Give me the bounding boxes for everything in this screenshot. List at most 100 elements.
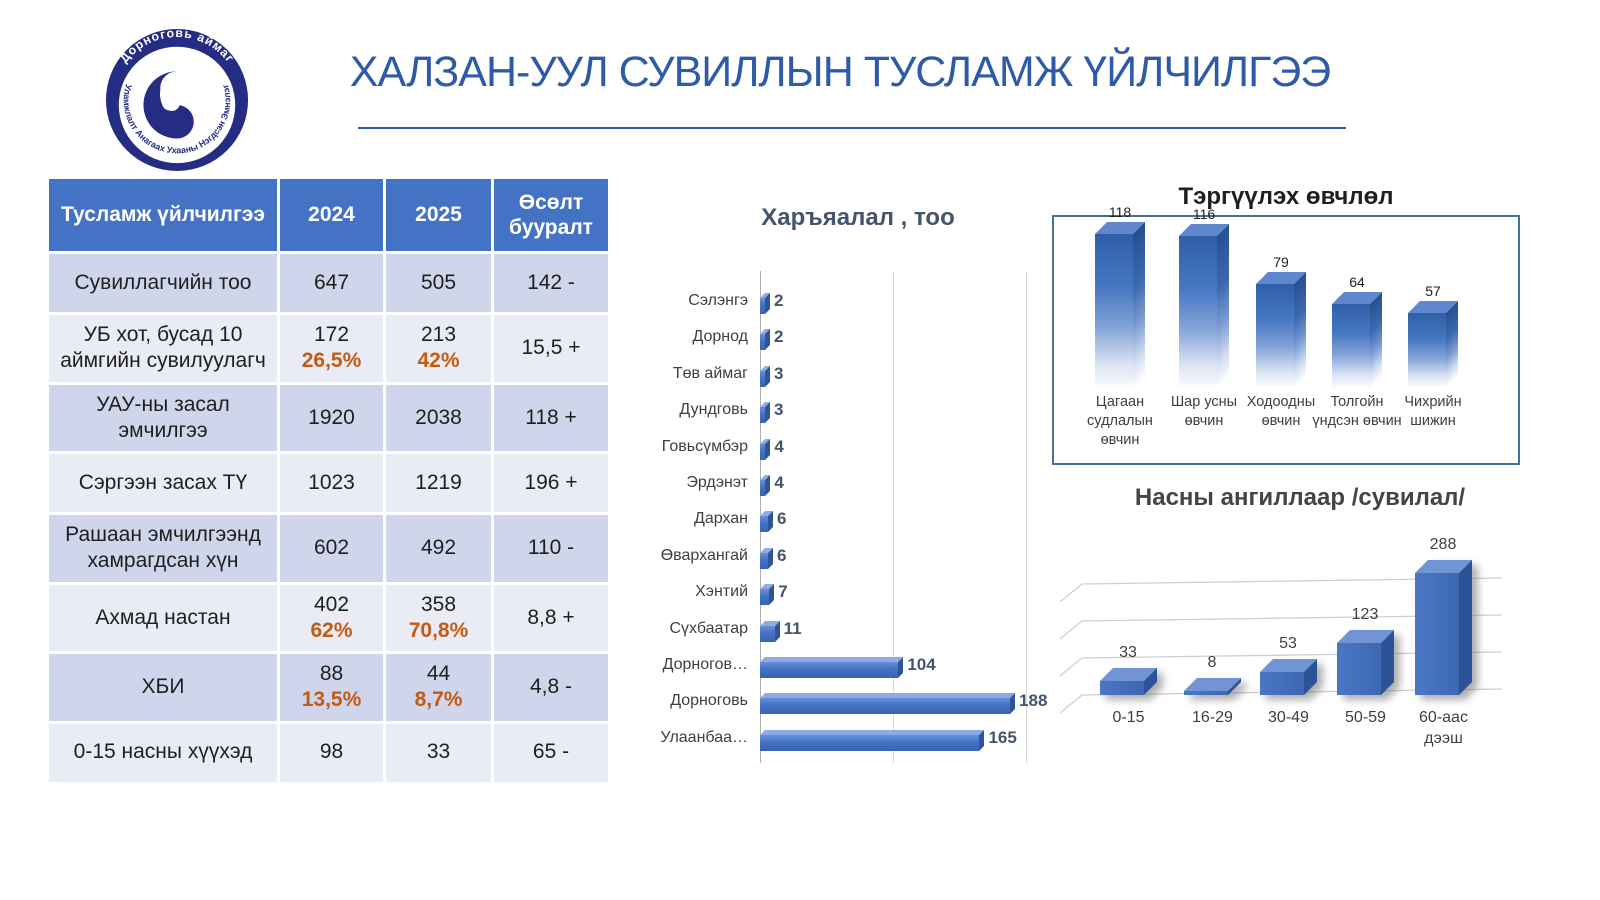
table-header-row: Тусламж үйлчилгээ 2024 2025 Өсөлт бууралт [49,179,608,251]
value-2025: 1219 [415,470,462,494]
value-2025-cell: 2038 [386,384,491,451]
logo-dot [179,117,193,131]
delta-value: 4,8 - [529,675,573,699]
bar [760,438,771,460]
category-label: Цагаан судлалын өвчин [1087,394,1153,448]
category-label: Толгойн үндсэн өвчин [1312,394,1402,429]
value-2025-cell: 213 42% [386,315,491,382]
value-2025-cell: 33 [386,723,491,782]
delta-value: 142 - [527,270,575,294]
category-label: Сэлэнгэ [688,292,748,309]
category-label: Улаанбаа… [660,728,748,746]
bar [1332,291,1382,387]
delta-cell: 142 - [494,254,608,312]
value-2024-cell: 1920 [280,384,383,451]
bar [760,329,771,351]
value-2024-cell: 88 13,5% [280,654,383,721]
row-label: Ахмад настан [95,605,231,629]
bar-slot: 79 [1239,217,1323,387]
percent-2025: 8,7% [414,688,463,712]
value-label: 11 [783,618,802,638]
bar [760,729,985,751]
delta-cell: 15,5 + [494,315,608,382]
value-label: 57 [1425,282,1441,299]
row-label: УАУ-ны засал эмчилгээ [96,392,230,442]
table-row: 0-15 насны хүүхэд 98 33 65 - [49,723,608,782]
percent-2025: 70,8% [408,618,469,642]
value-2024: 172 [313,323,350,346]
bar [1095,221,1145,387]
percent-2024: 62% [310,618,353,642]
bar [1408,300,1458,387]
value-2024-cell: 172 26,5% [280,315,383,382]
value-2025: 44 [426,662,451,685]
value-label: 8 [1207,654,1217,671]
category-label: Өвархангай [660,546,748,564]
value-label: 188 [1019,691,1048,711]
table-row: УАУ-ны засал эмчилгээ 1920 2038 118 + [49,384,608,451]
delta-cell: 118 + [494,384,608,451]
bar [760,365,771,387]
percent-2024: 26,5% [301,349,362,373]
logo-hand-icon [159,75,182,111]
delta-cell: 65 - [494,723,608,782]
table-header-cell: Тусламж үйлчилгээ [49,179,277,251]
table-body: Сувиллагчийн тоо 647 505 142 - УБ хот, бусад… [49,254,608,782]
diseases-labels-area: Цагаан судлалын өвчин Шар усны өвчин Ходоо… [1054,393,1518,459]
value-label: 6 [776,545,787,565]
row-label-cell: УАУ-ны засал эмчилгээ [49,384,277,451]
value-2025-cell: 1219 [386,454,491,512]
row-label: Сувиллагчийн тоо [74,270,252,294]
value-label: 2 [774,291,784,310]
value-2024: 402 [313,592,350,616]
value-2024-cell: 98 [280,723,383,782]
table-header-cell: 2024 [280,179,383,251]
bar [760,402,771,424]
bar [1260,659,1317,695]
bar-slot: 116 [1162,206,1246,387]
value-2025: 505 [420,270,457,294]
diseases-chart-box: 118 116 79 64 57 Цагаан судлалын өвчин Шар ус… [1052,204,1520,465]
category-label: 60-аас дээш [1419,709,1468,747]
delta-value: 118 + [525,405,577,429]
value-2024-cell: 402 62% [280,584,383,651]
bar [1100,667,1157,695]
row-label: Сэргээн засах ТҮ [78,470,248,494]
delta-value: 196 + [524,470,578,494]
affiliation-chart-title: Харъяалал , тоо [761,204,955,231]
affiliation-chart-plot: Сэлэнгэ 2 Дорнод 2 Төв аймаг 3 Дундговь 3 Говьсү… [618,271,1098,786]
hospital-logo: Дорноговь аймаг Уламжлалт Анагаах Ухааны… [103,26,251,174]
category-label: Говьсүмбэр [661,437,748,455]
category-label: 0-15 [1112,709,1145,726]
value-label: 116 [1192,206,1216,223]
value-label: 2 [774,327,784,347]
title-underline [358,127,1346,129]
row-label-cell: 0-15 насны хүүхэд [49,723,277,782]
category-label: Дорногов… [662,656,748,673]
value-label: 53 [1279,635,1297,653]
value-2025-cell: 492 [386,515,491,582]
value-2024: 88 [319,662,344,685]
value-2025: 2038 [415,405,462,429]
value-label: 4 [774,473,784,492]
value-label: 6 [776,509,787,529]
value-label: 79 [1273,254,1289,271]
bar [1415,559,1472,695]
bar-slot: 118 [1078,204,1162,387]
value-label: 104 [907,655,936,674]
bar-slot: 64 [1315,217,1399,387]
gridline-100 [893,271,894,763]
diseases-chart-title: Тэргүүлэх өвчлөл [1178,183,1394,210]
affiliation-chart: Харъяалал , тоо Сэлэнгэ 2 Дорнод 2 Төв аймаг… [618,196,1098,786]
value-2024-cell: 602 [280,515,383,582]
delta-value: 8,8 + [527,605,575,629]
value-2025: 358 [420,592,457,616]
value-2025: 492 [420,536,457,560]
value-2025: 213 [420,323,457,346]
table-row: Сэргээн засах ТҮ 1023 1219 196 + [49,454,608,512]
table-row: УБ хот, бусад 10 аймгийн сувилуулагч 172 2… [49,315,608,382]
services-table: Тусламж үйлчилгээ 2024 2025 Өсөлт бууралт С… [46,176,611,785]
row-label-cell: Рашаан эмчилгээнд хамрагдсан хүн [49,515,277,582]
delta-cell: 8,8 + [494,584,608,651]
row-label: 0-15 насны хүүхэд [73,740,253,764]
